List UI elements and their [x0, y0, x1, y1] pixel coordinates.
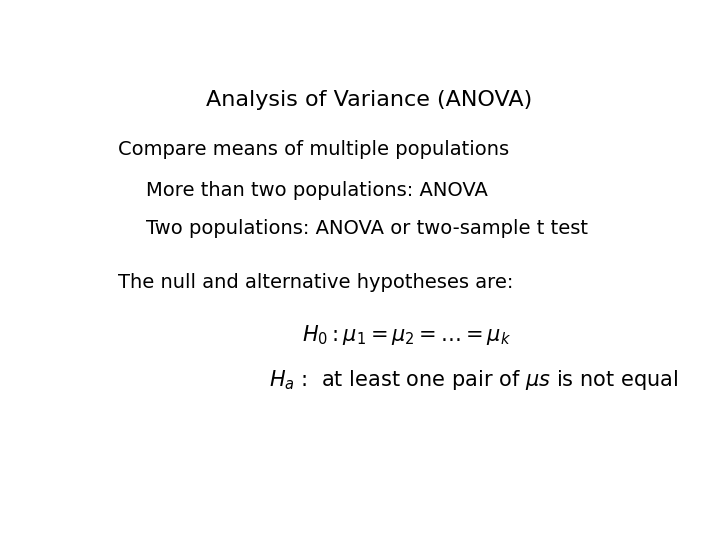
Text: Compare means of multiple populations: Compare means of multiple populations [118, 140, 509, 159]
Text: $H_0 : \mu_1 = \mu_2 = \ldots = \mu_k$: $H_0 : \mu_1 = \mu_2 = \ldots = \mu_k$ [302, 322, 511, 347]
Text: $H_a$ :  at least one pair of $\mu\mathit{s}$ is not equal: $H_a$ : at least one pair of $\mu\mathit… [269, 368, 678, 393]
Text: The null and alternative hypotheses are:: The null and alternative hypotheses are: [118, 273, 513, 292]
Text: More than two populations: ANOVA: More than two populations: ANOVA [145, 181, 487, 200]
Text: Analysis of Variance (ANOVA): Analysis of Variance (ANOVA) [206, 90, 532, 110]
Text: Two populations: ANOVA or two-sample t test: Two populations: ANOVA or two-sample t t… [145, 219, 588, 238]
